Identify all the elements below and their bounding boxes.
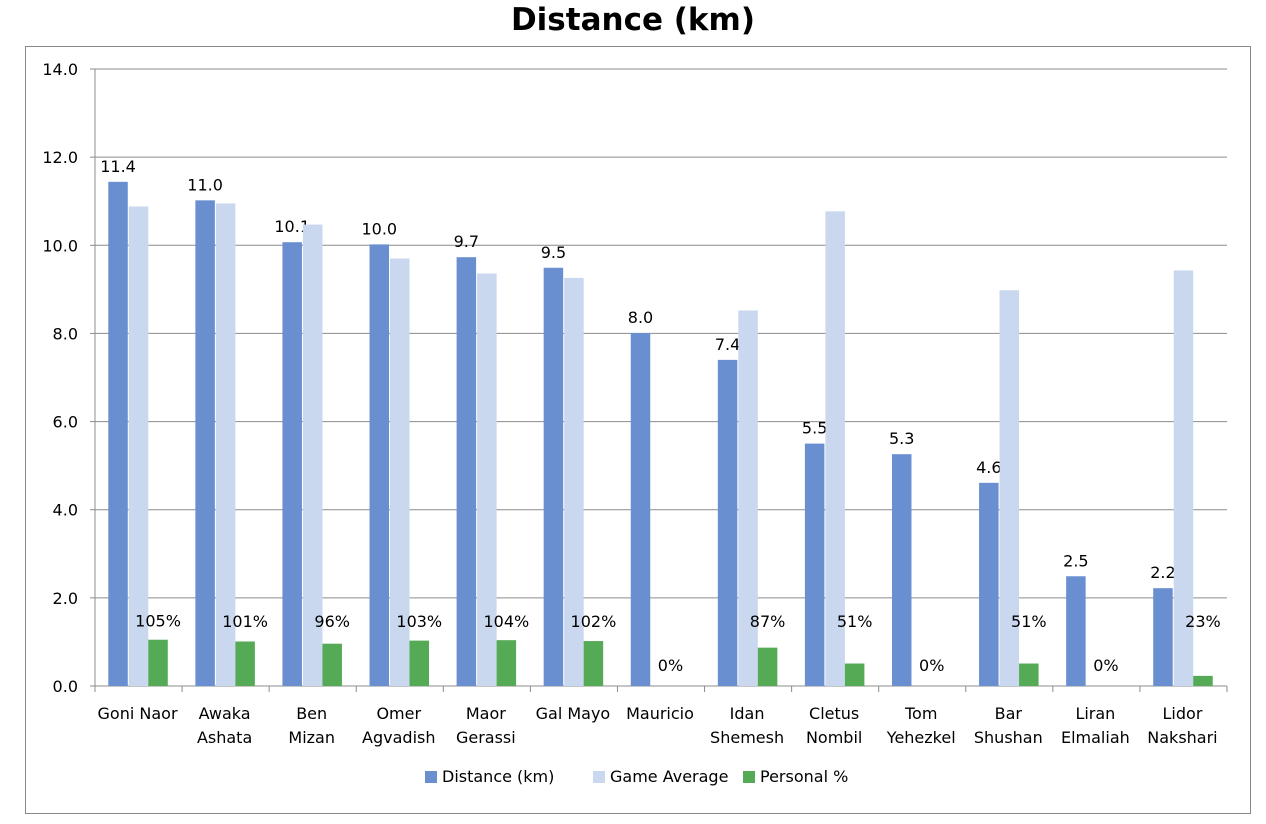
x-category-label: Ben	[296, 704, 327, 723]
data-label-distance: 9.5	[541, 243, 566, 262]
data-label-personal: 51%	[837, 612, 873, 631]
chart-title: Distance (km)	[510, 2, 756, 38]
data-label-personal: 103%	[396, 612, 442, 631]
legend-swatch	[743, 771, 755, 783]
bar-personal	[757, 647, 778, 686]
x-category-label: Maor	[466, 704, 506, 723]
data-label-personal: 51%	[1011, 612, 1047, 631]
x-category-label: Idan	[730, 704, 765, 723]
bar-game-average	[1173, 270, 1194, 686]
bar-distance	[891, 454, 912, 686]
x-category-label: Elmaliah	[1061, 728, 1130, 747]
x-category-label: Gerassi	[456, 728, 516, 747]
data-label-distance: 8.0	[628, 308, 653, 327]
bar-distance	[456, 257, 477, 686]
data-label-personal: 104%	[483, 612, 529, 631]
data-label-distance: 5.3	[889, 429, 914, 448]
x-category-label: Bar	[995, 704, 1023, 723]
x-category-label: Cletus	[809, 704, 859, 723]
x-category-label: Omer	[376, 704, 421, 723]
bar-game-average	[128, 206, 149, 686]
bar-distance	[108, 181, 128, 686]
bar-distance	[1066, 576, 1086, 686]
y-tick-label: 0.0	[53, 677, 78, 696]
legend-label: Distance (km)	[442, 767, 554, 786]
bar-personal	[235, 641, 255, 686]
data-label-distance: 10.0	[361, 219, 397, 238]
bar-distance	[282, 242, 302, 686]
x-category-label: Lidor	[1163, 704, 1203, 723]
bar-personal	[1019, 663, 1039, 686]
y-tick-label: 2.0	[53, 589, 78, 608]
x-category-label: Gal Mayo	[536, 704, 611, 723]
bar-distance	[369, 244, 390, 686]
data-label-personal: 96%	[314, 612, 350, 631]
bar-game-average	[825, 211, 845, 686]
data-label-distance: 10.1	[274, 217, 310, 236]
bar-personal	[148, 639, 168, 686]
data-label-distance: 9.7	[454, 232, 479, 251]
data-label-distance: 7.4	[715, 335, 740, 354]
chart-frame	[25, 46, 1251, 814]
bar-distance	[804, 443, 825, 686]
bar-distance	[195, 200, 215, 686]
bar-distance	[1153, 588, 1173, 686]
y-tick-label: 6.0	[53, 413, 78, 432]
x-category-label: Goni Naor	[98, 704, 178, 723]
bar-distance	[543, 267, 564, 686]
bar-personal	[409, 640, 430, 686]
bar-personal	[1193, 675, 1213, 686]
bar-game-average	[302, 224, 323, 686]
bar-game-average	[564, 277, 584, 686]
data-label-distance: 2.2	[1150, 563, 1175, 582]
bar-distance	[979, 482, 999, 686]
legend-label: Game Average	[610, 767, 728, 786]
x-category-label: Tom	[904, 704, 937, 723]
x-category-label: Mizan	[288, 728, 335, 747]
data-label-personal: 0%	[1093, 656, 1118, 675]
data-label-personal: 105%	[135, 612, 181, 631]
y-tick-label: 12.0	[42, 148, 78, 167]
legend-swatch	[425, 771, 437, 783]
y-tick-label: 14.0	[42, 60, 78, 79]
bar-personal	[496, 640, 517, 686]
bar-game-average	[738, 310, 758, 686]
data-label-personal: 0%	[658, 656, 683, 675]
bar-game-average	[477, 273, 497, 686]
x-category-label: Awaka	[199, 704, 251, 723]
x-category-label: Liran	[1075, 704, 1115, 723]
data-label-personal: 87%	[750, 612, 786, 631]
bar-personal	[583, 641, 604, 686]
data-label-distance: 11.0	[187, 175, 223, 194]
x-category-label: Shushan	[974, 728, 1043, 747]
legend-label: Personal %	[760, 767, 848, 786]
y-tick-label: 10.0	[42, 236, 78, 255]
bar-game-average	[390, 258, 410, 686]
data-label-personal: 102%	[571, 612, 617, 631]
data-label-personal: 101%	[222, 612, 268, 631]
bar-personal	[844, 663, 865, 686]
data-label-personal: 0%	[919, 656, 944, 675]
bar-distance	[717, 359, 738, 686]
data-label-distance: 11.4	[100, 157, 136, 176]
data-label-personal: 23%	[1185, 612, 1221, 631]
bar-distance	[630, 332, 651, 686]
x-category-label: Nakshari	[1147, 728, 1217, 747]
data-label-distance: 5.5	[802, 419, 827, 438]
x-category-label: Nombil	[806, 728, 862, 747]
x-category-label: Ashata	[197, 728, 252, 747]
legend-swatch	[593, 771, 605, 783]
data-label-distance: 4.6	[976, 458, 1001, 477]
y-tick-label: 8.0	[53, 324, 78, 343]
bar-personal	[322, 643, 342, 686]
data-label-distance: 2.5	[1063, 551, 1088, 570]
y-tick-label: 4.0	[53, 501, 78, 520]
x-category-label: Yehezkel	[886, 728, 956, 747]
x-category-label: Shemesh	[710, 728, 784, 747]
bar-game-average	[215, 203, 236, 687]
bar-game-average	[999, 290, 1020, 686]
x-category-label: Mauricio	[626, 704, 694, 723]
x-category-label: Agvadish	[362, 728, 435, 747]
